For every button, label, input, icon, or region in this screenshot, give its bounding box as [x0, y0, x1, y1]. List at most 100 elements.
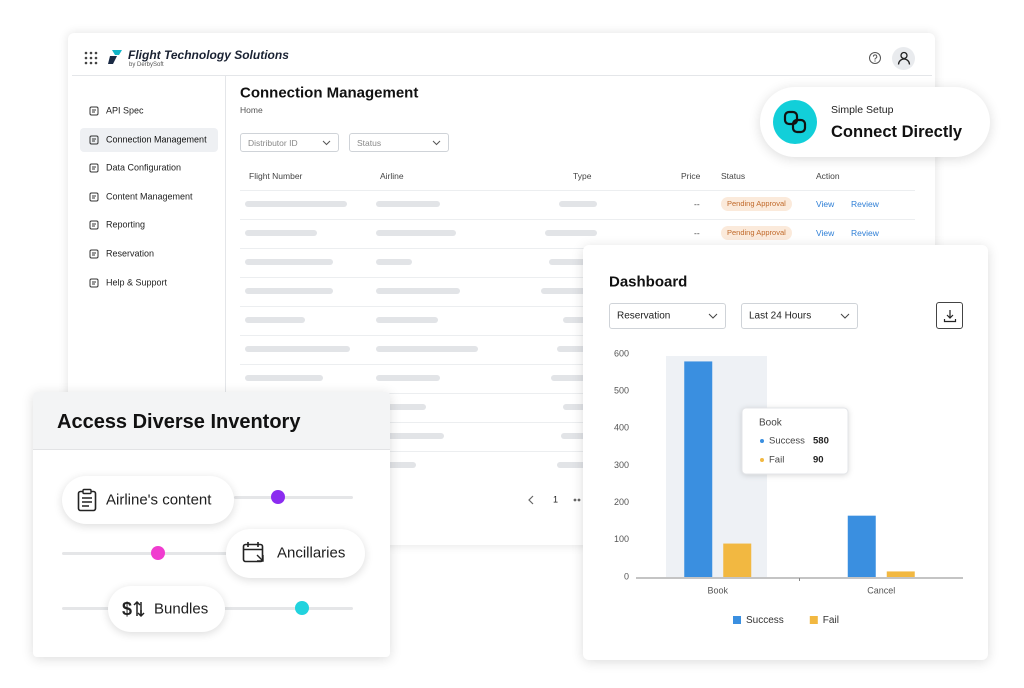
- placeholder-bar: [559, 201, 597, 207]
- download-button[interactable]: [936, 302, 963, 329]
- dashboard-title: Dashboard: [609, 273, 688, 291]
- sidebar-item[interactable]: Connection Management: [106, 134, 207, 145]
- sidebar-item[interactable]: Reporting: [106, 219, 146, 230]
- help-icon[interactable]: [868, 51, 882, 65]
- y-tick-label: 0: [624, 571, 629, 581]
- sidebar-item[interactable]: API Spec: [106, 105, 144, 116]
- sidebar-icon: [89, 220, 99, 230]
- row-divider: [240, 190, 915, 191]
- placeholder-bar: [245, 375, 323, 381]
- placeholder-bar: [376, 346, 478, 352]
- filter-label: Status: [357, 137, 382, 148]
- sidebar-item[interactable]: Data Configuration: [106, 162, 182, 173]
- row-divider: [240, 422, 915, 423]
- table-header: Price: [681, 170, 701, 181]
- prev-page[interactable]: [527, 495, 535, 505]
- action-link[interactable]: View: [816, 198, 835, 209]
- row-divider: [240, 393, 915, 394]
- placeholder-bar: [541, 288, 597, 294]
- slider-track: [234, 496, 353, 499]
- calendar-icon: [242, 542, 264, 563]
- placeholder-bar: [557, 346, 597, 352]
- placeholder-bar: [551, 375, 597, 381]
- inventory-pill: Ancillaries: [226, 529, 365, 578]
- sidebar-divider: [225, 76, 226, 544]
- placeholder-bar: [245, 317, 305, 323]
- tooltip-value: 580: [813, 436, 829, 447]
- slider-dot[interactable]: [295, 601, 309, 615]
- legend-swatch: [809, 616, 818, 624]
- slider-dot[interactable]: [151, 546, 165, 560]
- sidebar-icon: [89, 278, 99, 288]
- placeholder-bar: [376, 317, 438, 323]
- placeholder-bar: [563, 404, 597, 410]
- apps-icon[interactable]: [84, 51, 98, 65]
- tooltip-dot: [760, 458, 764, 462]
- bar: [684, 361, 713, 577]
- placeholder-bar: [376, 230, 456, 236]
- filter-dropdown[interactable]: Status: [349, 133, 449, 152]
- clipboard-icon: [77, 488, 97, 512]
- tooltip-title: Book: [759, 418, 783, 429]
- y-tick-label: 300: [614, 460, 629, 470]
- brand-name: Flight Technology Solutions: [128, 48, 289, 62]
- sidebar-icon: [89, 163, 99, 173]
- row-divider: [240, 248, 915, 249]
- dropdown-label: Reservation: [617, 310, 671, 322]
- action-link[interactable]: Review: [851, 198, 879, 209]
- bar: [723, 543, 752, 577]
- filter-dropdown[interactable]: Distributor ID: [240, 133, 339, 152]
- slider-dot[interactable]: [271, 490, 285, 504]
- placeholder-bar: [563, 317, 597, 323]
- dropdown-label: Last 24 Hours: [749, 310, 812, 322]
- table-header: Flight Number: [249, 170, 303, 181]
- y-tick-label: 600: [614, 348, 629, 358]
- placeholder-bar: [376, 433, 444, 439]
- bar: [847, 515, 876, 577]
- more-pages: [573, 498, 581, 502]
- sidebar-icon: [89, 106, 99, 116]
- y-tick-label: 200: [614, 497, 629, 507]
- price-cell: --: [694, 227, 700, 238]
- y-tick-label: 400: [614, 423, 629, 433]
- sidebar-item[interactable]: Reservation: [106, 248, 155, 259]
- table-header: Airline: [380, 170, 404, 181]
- action-link[interactable]: View: [816, 227, 835, 238]
- tooltip-value: 90: [813, 455, 824, 466]
- placeholder-bar: [245, 259, 333, 265]
- brand-sub: by DerbySoft: [129, 62, 164, 68]
- tooltip: [741, 407, 849, 475]
- placeholder-bar: [376, 404, 426, 410]
- tooltip-name: Fail: [769, 455, 784, 466]
- header-divider: [72, 75, 932, 76]
- dashboard-dropdown[interactable]: Reservation: [609, 303, 726, 329]
- legend-swatch: [733, 616, 741, 624]
- page-title: Connection Management: [240, 84, 419, 102]
- price-cell: --: [694, 198, 700, 209]
- x-tick-label: Cancel: [867, 585, 895, 595]
- breadcrumb[interactable]: Home: [240, 104, 263, 115]
- table-header: Status: [721, 170, 746, 181]
- x-tick-label: Book: [707, 585, 728, 595]
- placeholder-bar: [376, 259, 412, 265]
- dashboard-dropdown[interactable]: Last 24 Hours: [741, 303, 858, 329]
- placeholder-bar: [376, 201, 440, 207]
- placeholder-bar: [376, 375, 440, 381]
- action-link[interactable]: Review: [851, 227, 879, 238]
- sidebar-item[interactable]: Help & Support: [106, 277, 168, 288]
- page-number[interactable]: 1: [553, 494, 559, 505]
- sidebar-item[interactable]: Content Management: [106, 191, 193, 202]
- filter-label: Distributor ID: [248, 137, 298, 148]
- row-divider: [240, 364, 915, 365]
- tooltip-dot: [760, 439, 764, 443]
- price-icon: $: [122, 599, 145, 619]
- inventory-header: [33, 392, 390, 450]
- brand-logo: [108, 50, 122, 64]
- legend-label: Success: [746, 615, 784, 626]
- placeholder-bar: [245, 201, 347, 207]
- placeholder-bar: [376, 462, 416, 468]
- y-tick-label: 100: [614, 534, 629, 544]
- tooltip-name: Success: [769, 436, 805, 447]
- pill-label: Bundles: [154, 600, 209, 618]
- row-divider: [240, 277, 915, 278]
